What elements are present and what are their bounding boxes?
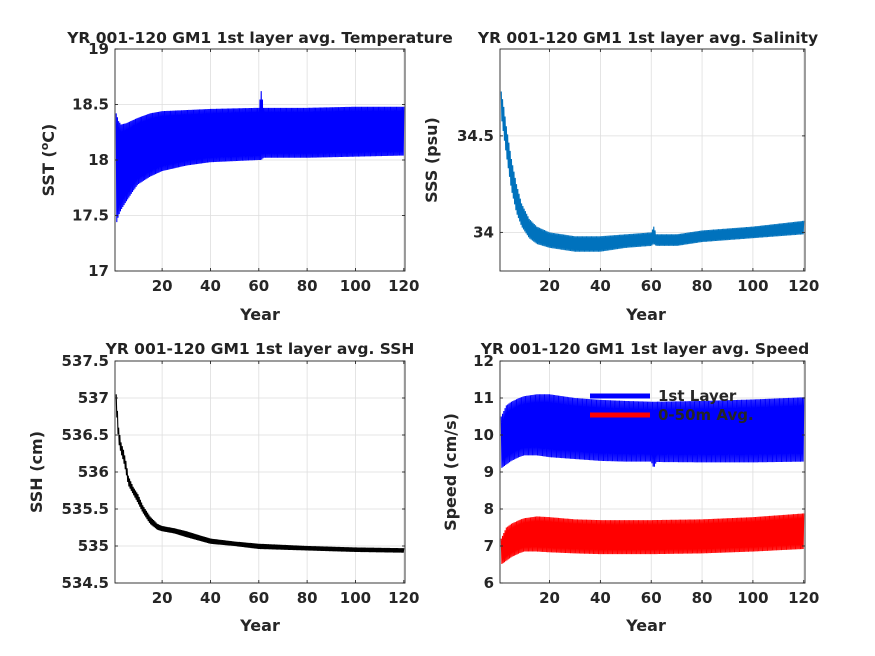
x-tick-label: 100 <box>737 589 768 607</box>
x-tick-label: 80 <box>692 277 713 295</box>
plot-area <box>500 91 805 252</box>
tick-labels: 20 40 60 80 100 120 17 17.5 18 18.5 19 <box>72 40 419 295</box>
y-axis-label-degree: o <box>38 142 51 150</box>
plot-area <box>500 394 805 565</box>
x-axis-label: Year <box>625 305 666 324</box>
series-line-1st-layer <box>500 394 805 468</box>
y-axis-label: Speed (cm/s) <box>441 413 460 531</box>
y-axis-label-head: SST ( <box>39 150 58 196</box>
x-tick-label: 40 <box>200 277 221 295</box>
x-tick-label: 60 <box>641 589 662 607</box>
y-tick-label: 11 <box>473 389 494 407</box>
tick-labels: 20 40 60 80 100 120 34 34.5 <box>457 49 819 295</box>
y-axis-label: SSH (cm) <box>27 431 46 513</box>
y-tick-label: 537 <box>78 389 109 407</box>
panel-speed: 20 40 60 80 100 120 6 7 8 9 10 11 12 1st Layer 0-50m… <box>441 340 819 635</box>
legend: 1st Layer 0-50m Avg. <box>590 387 754 424</box>
y-tick-label: 9 <box>484 463 494 481</box>
tick-labels: 20 40 60 80 100 120 534.5 535 535.5 536 536.5 537 53… <box>62 352 420 607</box>
x-tick-label: 100 <box>340 589 371 607</box>
x-tick-label: 20 <box>539 277 560 295</box>
chart-title: YR 001-120 GM1 1st layer avg. Temperatur… <box>66 29 453 47</box>
x-tick-label: 60 <box>248 589 269 607</box>
y-axis-label: SSS (psu) <box>422 117 441 203</box>
x-tick-label: 20 <box>539 589 560 607</box>
y-tick-label: 17.5 <box>72 207 109 225</box>
series-line-main <box>115 91 405 223</box>
x-tick-label: 20 <box>152 277 173 295</box>
y-tick-label: 34.5 <box>457 127 494 145</box>
series-line-main <box>500 91 805 252</box>
y-tick-label: 12 <box>473 352 494 370</box>
tick-labels: 20 40 60 80 100 120 6 7 8 9 10 11 12 <box>473 352 819 607</box>
series-line-0-50m-avg <box>500 513 805 565</box>
x-tick-label: 120 <box>788 589 819 607</box>
x-tick-label: 60 <box>248 277 269 295</box>
panel-ssh: 20 40 60 80 100 120 534.5 535 535.5 536 536.5 537 53… <box>27 340 419 635</box>
y-tick-label: 10 <box>473 426 494 444</box>
x-tick-label: 120 <box>788 277 819 295</box>
y-tick-label: 34 <box>473 223 494 241</box>
y-tick-label: 8 <box>484 500 494 518</box>
x-tick-label: 60 <box>641 277 662 295</box>
y-tick-label: 536 <box>78 463 109 481</box>
y-tick-label: 6 <box>484 574 494 592</box>
y-tick-label: 535 <box>78 537 109 555</box>
legend-label-0-50m-avg: 0-50m Avg. <box>658 406 754 424</box>
legend-label-1st-layer: 1st Layer <box>658 387 737 405</box>
x-tick-label: 100 <box>340 277 371 295</box>
axes-frame <box>499 48 806 272</box>
x-axis-label: Year <box>239 616 280 635</box>
x-tick-label: 40 <box>200 589 221 607</box>
y-tick-label: 536.5 <box>62 426 109 444</box>
y-axis-label-tail: C) <box>39 124 58 143</box>
y-tick-label: 18.5 <box>72 96 109 114</box>
y-axis-label: SST (oC) <box>38 124 58 197</box>
y-tick-label: 537.5 <box>62 352 109 370</box>
x-tick-label: 80 <box>297 277 318 295</box>
y-tick-label: 535.5 <box>62 500 109 518</box>
x-tick-label: 80 <box>297 589 318 607</box>
x-tick-label: 120 <box>388 589 419 607</box>
plot-area <box>115 91 405 223</box>
chart-title: YR 001-120 GM1 1st layer avg. SSH <box>105 340 415 358</box>
x-axis-label: Year <box>625 616 666 635</box>
y-tick-label: 17 <box>88 262 109 280</box>
panel-salinity: 20 40 60 80 100 120 34 34.5 YR 001-120 GM1 1st … <box>422 29 819 324</box>
x-tick-label: 100 <box>737 277 768 295</box>
y-tick-label: 534.5 <box>62 574 109 592</box>
x-tick-label: 80 <box>692 589 713 607</box>
plot-area <box>115 394 405 553</box>
chart-title: YR 001-120 GM1 1st layer avg. Salinity <box>477 29 818 47</box>
x-axis-label: Year <box>239 305 280 324</box>
x-tick-label: 120 <box>388 277 419 295</box>
chart-title: YR 001-120 GM1 1st layer avg. Speed <box>480 340 810 358</box>
x-tick-label: 40 <box>590 589 611 607</box>
x-tick-label: 40 <box>590 277 611 295</box>
series-line-main <box>115 394 405 553</box>
y-tick-label: 18 <box>88 151 109 169</box>
panel-temperature: 20 40 60 80 100 120 17 17.5 18 18.5 19 YR 001-120 … <box>38 29 453 324</box>
y-tick-label: 19 <box>88 40 109 58</box>
x-tick-label: 20 <box>152 589 173 607</box>
y-tick-label: 7 <box>484 537 494 555</box>
